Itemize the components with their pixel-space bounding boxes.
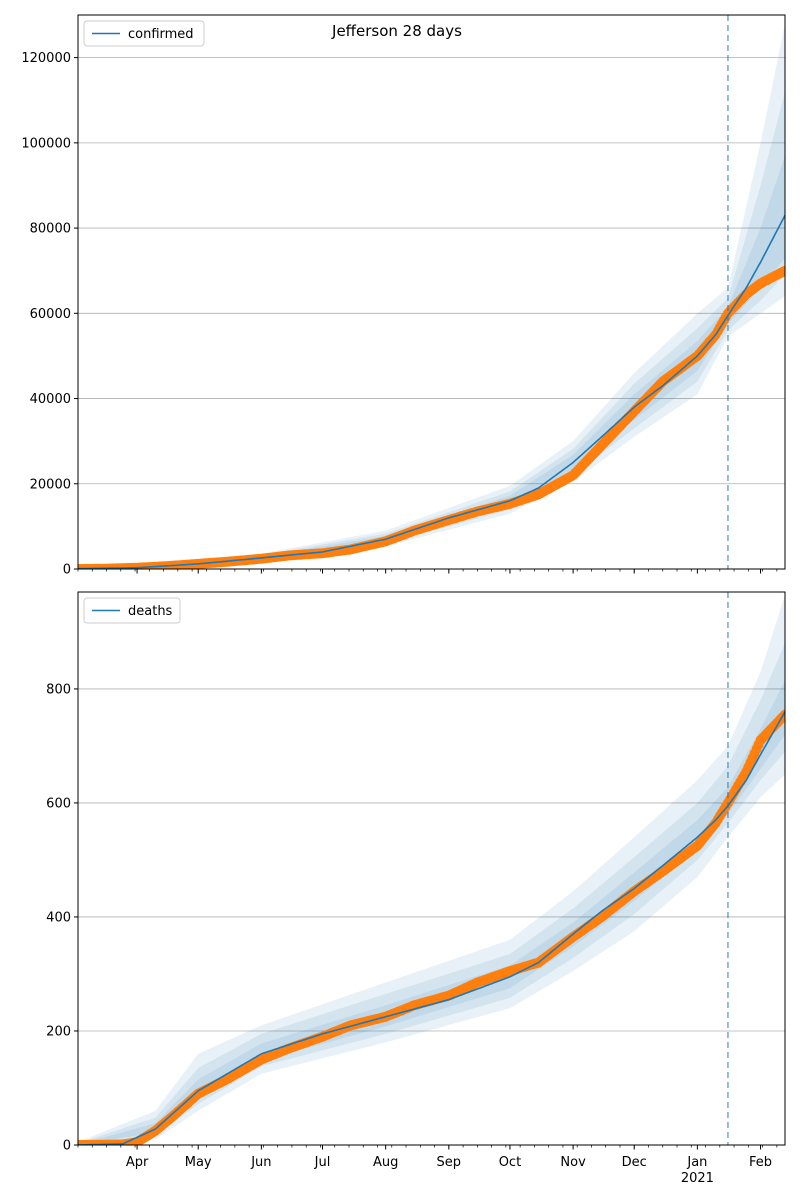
confirmed-ytick-label: 0 bbox=[63, 563, 71, 578]
confirmed-axes-frame bbox=[77, 14, 786, 570]
deaths-axes: 0 200 400 600 800 Apr May Jun Jul Aug Sep Oct Nov Dec… bbox=[46, 591, 786, 1186]
confirmed-ytick-label: 80000 bbox=[30, 222, 71, 237]
confirmed-ytick-label: 60000 bbox=[30, 307, 71, 322]
xtick-label: Jan bbox=[686, 1155, 707, 1170]
deaths-legend-box bbox=[83, 597, 181, 624]
confirmed-ytick-label: 20000 bbox=[30, 477, 71, 492]
xtick-label: Jul bbox=[314, 1155, 331, 1170]
deaths-legend: deaths bbox=[83, 597, 181, 624]
xtick-year-label: 2021 bbox=[681, 1171, 714, 1186]
chart-title: Jefferson 28 days bbox=[331, 22, 462, 40]
deaths-legend-label: deaths bbox=[128, 604, 173, 619]
deaths-ytick-label: 600 bbox=[46, 796, 71, 811]
xtick-label: Apr bbox=[126, 1155, 149, 1170]
xtick-label: Dec bbox=[622, 1155, 647, 1170]
xtick-label: Aug bbox=[373, 1155, 398, 1170]
deaths-ytick-label: 200 bbox=[46, 1024, 71, 1039]
xtick-label: Nov bbox=[560, 1155, 586, 1170]
xtick-label: Jun bbox=[250, 1155, 271, 1170]
xtick-label: May bbox=[185, 1155, 212, 1170]
confirmed-legend: confirmed bbox=[83, 20, 205, 47]
confirmed-ytick-label: 40000 bbox=[30, 392, 71, 407]
deaths-ytick-label: 0 bbox=[63, 1139, 71, 1154]
confirmed-legend-label: confirmed bbox=[128, 27, 194, 42]
xtick-label: Sep bbox=[437, 1155, 462, 1170]
confirmed-model-line bbox=[78, 214, 785, 569]
xtick-label: Oct bbox=[499, 1155, 521, 1170]
deaths-ytick-label: 800 bbox=[46, 682, 71, 697]
deaths-band-0 bbox=[78, 594, 785, 1145]
deaths-band-1 bbox=[78, 643, 785, 1145]
confirmed-axes: 0 20000 40000 60000 80000 100000 120000 confirm… bbox=[21, 14, 786, 578]
confirmed-plot-area bbox=[78, 23, 785, 569]
confirmed-legend-box bbox=[83, 20, 205, 47]
deaths-model-line bbox=[78, 711, 785, 1145]
deaths-ytick-label: 400 bbox=[46, 910, 71, 925]
deaths-plot-area bbox=[78, 594, 785, 1145]
confirmed-ytick-label: 100000 bbox=[21, 136, 71, 151]
xtick-label: Feb bbox=[749, 1155, 772, 1170]
confirmed-ytick-label: 120000 bbox=[21, 51, 71, 66]
confirmed-observed-point bbox=[780, 265, 785, 276]
deaths-observed-series bbox=[78, 709, 785, 1145]
deaths-axes-frame bbox=[77, 591, 786, 1146]
